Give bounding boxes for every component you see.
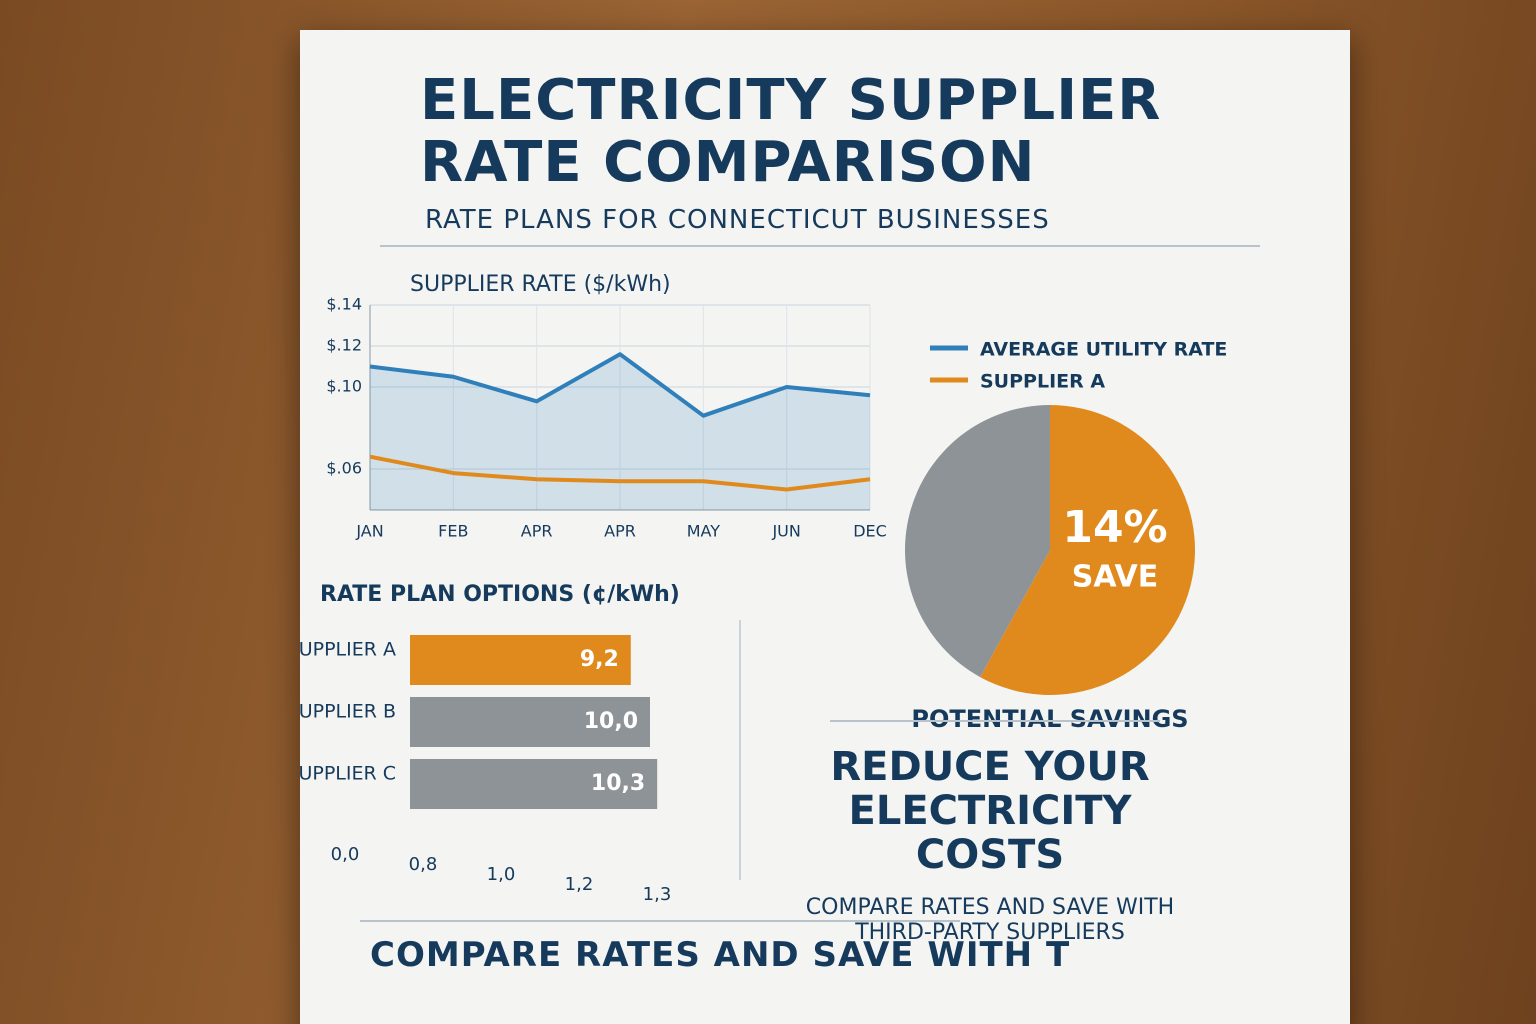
area [370,354,870,510]
legend-label: AVERAGE UTILITY RATE [980,339,1227,361]
x-tick-label: FEB [438,522,468,541]
divider [380,245,1260,247]
chart-title: SUPPLIER RATE ($/kWh) [410,272,671,297]
y-tick-label: $.10 [326,377,362,396]
pie-caption: POTENTIAL SAVINGS [911,705,1188,733]
line [369,352,871,418]
divider [830,720,1160,722]
line [369,454,871,492]
pie-sublabel: SAVE [1072,560,1159,595]
x-tick-label: JAN [355,522,383,541]
axis-label: 0,0 [331,844,360,865]
y-tick-label: $.06 [326,459,362,478]
pie-slice [980,405,1195,695]
x-tick-label: APR [521,522,553,541]
bar-value-label: 9,2 [580,647,619,672]
bar-category-label: SUPPLIER B [300,701,396,723]
flyer: ELECTRICITY SUPPLIER RATE COMPARISON RAT… [300,30,1350,1024]
charts: SUPPLIER RATE ($/kWh) $.14 $.12 $.10 $.06 JAN… [300,272,1227,905]
y-tick-label: $.14 [326,295,362,314]
bar [410,759,658,809]
bar-value-label: 10,0 [584,709,638,734]
chart-title: RATE PLAN OPTIONS (¢/kWh) [320,582,680,607]
callout-heading: REDUCE YOUR ELECTRICITY COSTS [830,744,1150,878]
bar-category-label: SUPPLIER C [300,763,396,785]
x-tick-label: DEC [853,522,887,541]
x-tick-label: APR [604,522,636,541]
bar-value-label: 10,3 [591,771,645,796]
subtitle: RATE PLANS FOR CONNECTICUT BUSINESSES [425,205,1050,235]
footer: COMPARE RATES AND SAVE WITH T [370,935,1071,975]
legend-label: SUPPLIER A [980,371,1105,393]
axis-label: 0,8 [409,854,438,875]
bar [410,697,650,747]
pie-label: 14% [1062,502,1167,553]
axis-label: 1,2 [565,874,594,895]
divider [360,920,960,922]
x-tick-label: MAY [687,522,721,541]
axis-label: 1,0 [487,864,516,885]
bar [410,635,631,685]
title: ELECTRICITY SUPPLIER RATE COMPARISON [420,68,1162,195]
axis-label: 1,3 [643,884,672,905]
x-tick-label: JUN [771,522,800,541]
pie-slice [905,405,1050,678]
callout-text: COMPARE RATES AND SAVE WITH THIRD-PARTY … [805,895,1175,945]
y-tick-label: $.12 [326,336,362,355]
bar-category-label: SUPPLIER A [300,639,396,661]
